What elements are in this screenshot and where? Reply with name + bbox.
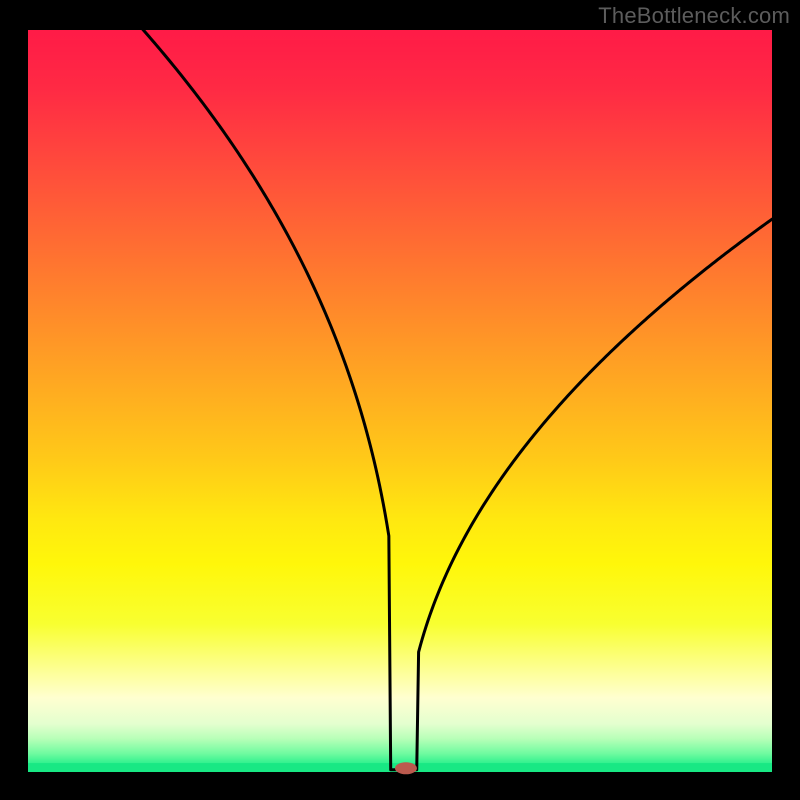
watermark-text: TheBottleneck.com	[598, 3, 790, 29]
bottleneck-chart	[0, 0, 800, 800]
chart-stage: TheBottleneck.com	[0, 0, 800, 800]
optimum-marker	[395, 762, 417, 774]
gradient-background	[28, 30, 772, 772]
